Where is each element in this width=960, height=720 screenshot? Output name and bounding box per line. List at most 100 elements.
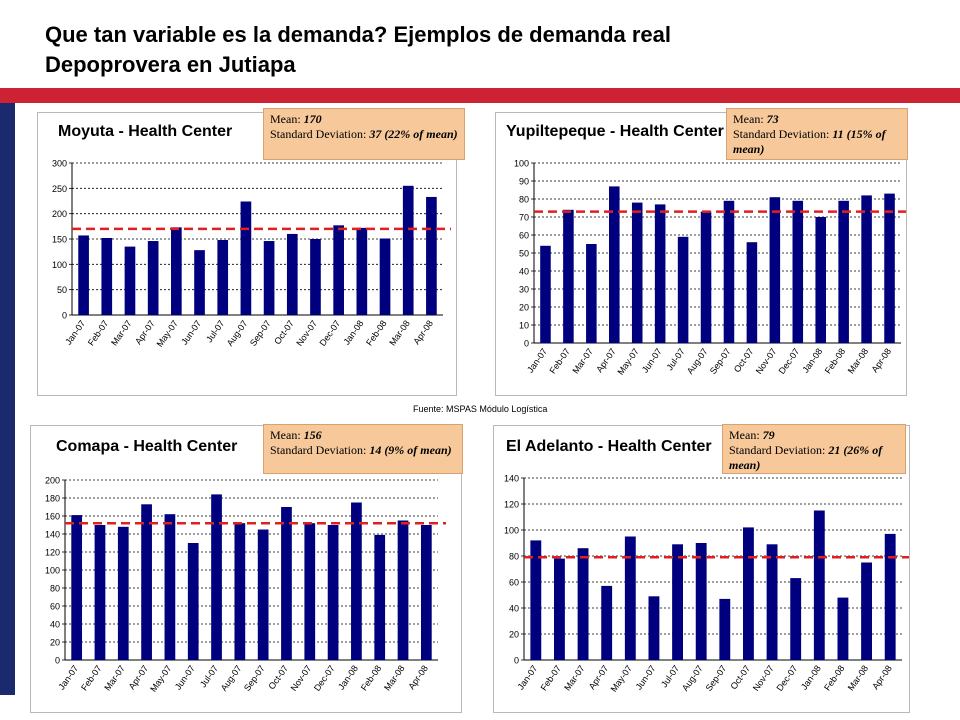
bar [217, 240, 229, 315]
header-accent-bar [0, 88, 960, 103]
bar [141, 504, 152, 660]
y-tick-label: 0 [514, 656, 519, 666]
bar [861, 562, 872, 660]
x-tick-label: Apr-08 [870, 663, 894, 691]
x-tick-label: Feb-07 [539, 663, 564, 692]
bar [743, 527, 754, 660]
bar [563, 209, 574, 343]
x-tick-label: Apr-07 [133, 318, 157, 346]
y-tick-label: 50 [57, 285, 67, 295]
x-tick-label: Oct-07 [266, 663, 290, 691]
x-tick-label: Jul-07 [659, 663, 681, 689]
x-tick-label: Jul-07 [204, 318, 226, 344]
y-tick-label: 140 [45, 530, 60, 540]
x-tick-label: Feb-07 [86, 318, 111, 347]
x-tick-label: Aug-07 [685, 346, 710, 376]
x-tick-label: May-07 [609, 663, 634, 693]
bar [240, 201, 252, 315]
page-title: Que tan variable es la demanda? Ejemplos… [45, 20, 671, 80]
mean-label: Mean: [729, 428, 760, 442]
mean-value: 170 [303, 112, 322, 126]
bar [257, 529, 269, 660]
stats-box-comapa: Mean: 156 Standard Deviation: 14 (9% of … [263, 424, 463, 474]
y-tick-label: 30 [519, 285, 529, 295]
y-tick-label: 180 [45, 494, 60, 504]
bar [281, 507, 292, 660]
x-tick-label: Sep-07 [242, 663, 267, 693]
bar [790, 578, 802, 660]
x-tick-label: Apr-08 [869, 346, 893, 374]
y-tick-label: 100 [45, 566, 60, 576]
sd-label: Standard Deviation: [729, 443, 826, 457]
x-tick-label: Mar-08 [846, 346, 871, 375]
y-tick-label: 0 [55, 656, 60, 666]
bar [672, 544, 683, 660]
bar [530, 540, 542, 660]
sd-value: 21 (26% of mean) [729, 443, 883, 472]
x-tick-label: Jan-08 [799, 663, 823, 691]
chart-yupiltepeque: 0 10 20 30 40 50 60 70 80 90 100 Jan-07Feb-07Mar-07… [514, 159, 906, 377]
x-tick-label: Apr-07 [594, 346, 618, 374]
bar [746, 242, 758, 343]
bar [310, 239, 321, 315]
mean-value: 79 [762, 428, 775, 442]
x-tick-label: Jan-07 [525, 346, 549, 374]
bar [101, 237, 113, 315]
mean-value: 156 [303, 428, 322, 442]
x-tick-label: May-07 [615, 346, 640, 376]
x-tick-label: Jan-07 [63, 318, 87, 346]
bar [187, 543, 199, 660]
y-tick-label: 0 [62, 311, 67, 321]
bar [554, 558, 565, 660]
y-tick-label: 80 [519, 195, 529, 205]
bar [723, 200, 735, 343]
bar [78, 235, 89, 315]
stats-box-moyuta: Mean: 170 Standard Deviation: 37 (22% of… [263, 108, 465, 160]
bar [333, 225, 344, 315]
x-tick-label: Apr-08 [411, 318, 435, 346]
sd-label: Standard Deviation: [733, 127, 830, 141]
side-accent-bar [0, 103, 15, 695]
bar [94, 525, 106, 660]
bar [304, 523, 316, 660]
y-tick-label: 200 [52, 209, 67, 219]
stats-box-yupiltepeque: Mean: 73 Standard Deviation: 11 (15% of … [726, 108, 908, 160]
y-tick-label: 160 [45, 512, 60, 522]
y-tick-label: 100 [504, 526, 519, 536]
bar [695, 543, 707, 660]
x-tick-label: Jan-07 [515, 663, 539, 691]
bar [164, 514, 176, 660]
x-tick-label: Apr-08 [406, 663, 430, 691]
x-tick-label: Jan-08 [336, 663, 360, 691]
y-tick-label: 100 [52, 260, 67, 270]
mean-value: 73 [766, 112, 779, 126]
y-tick-label: 200 [45, 476, 60, 486]
x-tick-label: Mar-08 [382, 663, 407, 692]
x-tick-label: Jun-07 [634, 663, 658, 691]
bar [601, 585, 613, 660]
bar [420, 525, 432, 660]
y-tick-label: 60 [50, 602, 60, 612]
sd-value: 11 (15% of mean) [733, 127, 886, 156]
bar [426, 196, 437, 315]
y-tick-label: 20 [519, 303, 529, 313]
bar [586, 244, 597, 343]
source-note: Fuente: MSPAS Módulo Logística [413, 404, 548, 414]
x-tick-label: Nov-07 [294, 318, 319, 348]
y-tick-label: 60 [519, 231, 529, 241]
x-tick-label: Jan-07 [56, 663, 80, 691]
y-tick-label: 60 [509, 578, 519, 588]
x-tick-label: Dec-07 [777, 346, 802, 376]
y-tick-label: 120 [45, 548, 60, 558]
y-tick-label: 70 [519, 213, 529, 223]
y-tick-label: 20 [509, 630, 519, 640]
x-tick-label: Apr-07 [587, 663, 611, 691]
mean-label: Mean: [270, 112, 301, 126]
bar [719, 598, 731, 660]
y-tick-label: 40 [50, 620, 60, 630]
bar [838, 200, 849, 343]
bar [124, 246, 136, 315]
bar [540, 245, 551, 343]
